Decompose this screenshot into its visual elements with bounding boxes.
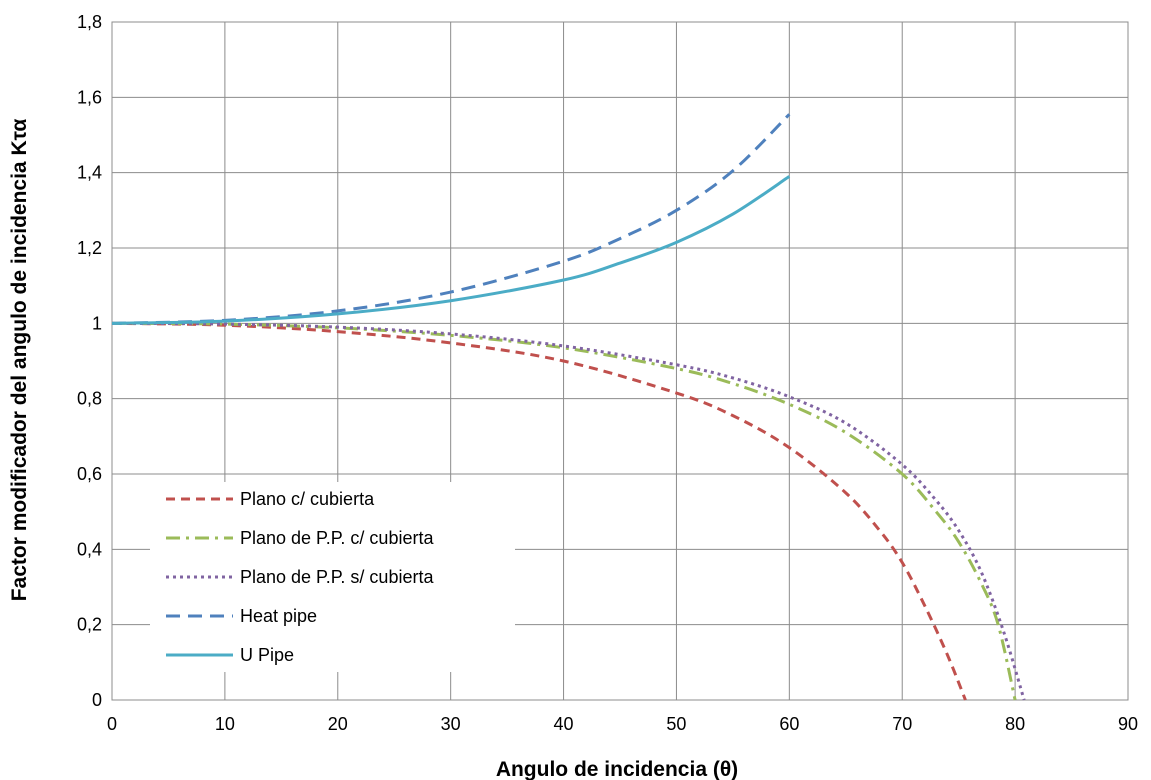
series-line-3 xyxy=(111,321,1026,701)
y-tick-label: 0,6 xyxy=(77,464,102,484)
legend-label-3: Plano de P.P. s/ cubierta xyxy=(240,567,434,587)
x-tick-label: 0 xyxy=(107,714,117,734)
x-tick-label: 50 xyxy=(666,714,686,734)
legend-label-2: Plano de P.P. c/ cubierta xyxy=(240,528,434,548)
y-tick-label: 0,4 xyxy=(77,539,102,559)
x-tick-label: 10 xyxy=(215,714,235,734)
series-line-4 xyxy=(111,113,791,325)
y-axis-title: Factor modificador del angulo de inciden… xyxy=(8,119,31,602)
y-tick-label: 1,4 xyxy=(77,163,102,183)
x-tick-label: 80 xyxy=(1005,714,1025,734)
legend-label-5: U Pipe xyxy=(240,645,294,665)
y-tick-label: 1,6 xyxy=(77,87,102,107)
x-tick-label: 70 xyxy=(892,714,912,734)
tick-layer: 0 10 20 30 40 50 60 70 80 90 0 0,2 0,4 0,6 0,8 1 1,2 1,4 1… xyxy=(77,12,1138,734)
x-tick-label: 90 xyxy=(1118,714,1138,734)
legend-label-4: Heat pipe xyxy=(240,606,317,626)
legend-label-1: Plano c/ cubierta xyxy=(240,489,375,509)
legend: Plano c/ cubierta Plano de P.P. c/ cubier… xyxy=(150,482,515,672)
x-tick-label: 30 xyxy=(441,714,461,734)
y-tick-label: 1,2 xyxy=(77,238,102,258)
series-layer xyxy=(111,113,1026,701)
x-tick-label: 40 xyxy=(554,714,574,734)
y-tick-label: 0,2 xyxy=(77,615,102,635)
y-tick-label: 0 xyxy=(92,690,102,710)
series-line-1 xyxy=(111,321,967,701)
x-axis-title: Angulo de incidencia (θ) xyxy=(496,758,738,780)
series-line-5 xyxy=(111,175,791,325)
y-tick-label: 0,8 xyxy=(77,389,102,409)
x-tick-label: 20 xyxy=(328,714,348,734)
y-tick-label: 1,8 xyxy=(77,12,102,32)
y-tick-label: 1 xyxy=(92,313,102,333)
x-tick-label: 60 xyxy=(779,714,799,734)
